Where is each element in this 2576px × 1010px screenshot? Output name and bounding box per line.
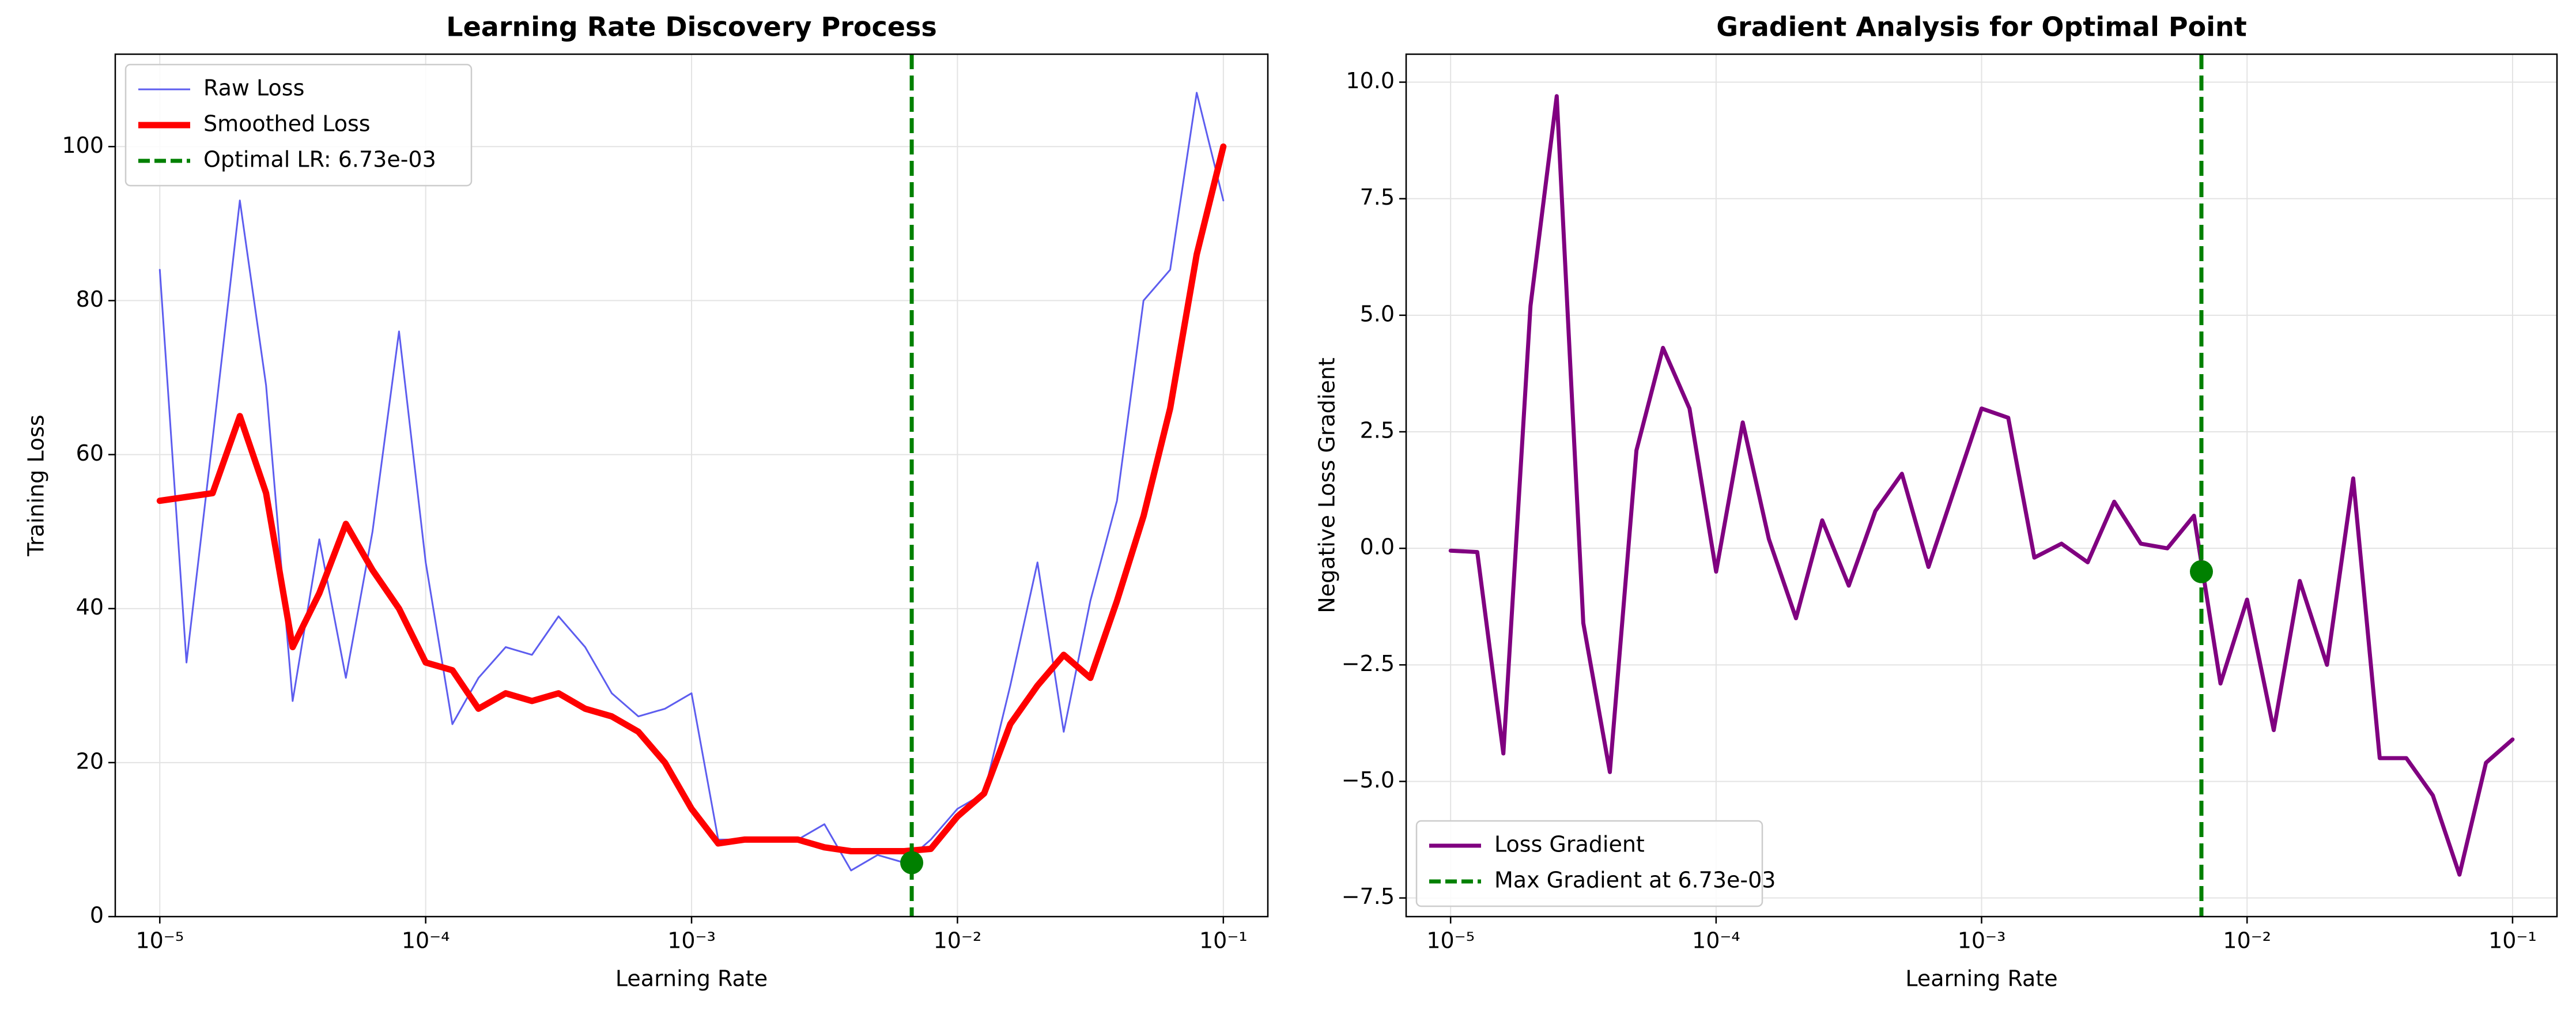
y-tick-label: −5.0: [1342, 767, 1395, 793]
x-tick-label: 10⁻³: [1958, 928, 2006, 954]
series-line: [156, 143, 1227, 854]
legend-label: Smoothed Loss: [203, 111, 371, 137]
x-tick-label: 10⁻⁴: [1692, 928, 1740, 954]
legend-label: Optimal LR: 6.73e-03: [203, 147, 436, 172]
optimal-point: [900, 851, 924, 875]
y-axis-label: Negative Loss Gradient: [1315, 357, 1340, 613]
y-tick-label: 0.0: [1360, 534, 1395, 560]
x-tick-label: 10⁻⁵: [1426, 928, 1475, 954]
x-axis-label: Learning Rate: [1905, 966, 2057, 992]
y-tick-label: 7.5: [1360, 184, 1395, 210]
series-line: [158, 92, 1225, 872]
y-tick-label: 5.0: [1360, 301, 1395, 326]
x-tick-label: 10⁻²: [2223, 928, 2271, 954]
chart-title: Learning Rate Discovery Process: [446, 12, 936, 43]
y-tick-label: 20: [76, 748, 104, 774]
y-tick-label: 0: [90, 903, 104, 928]
legend-box: [124, 63, 473, 187]
y-tick-label: −7.5: [1342, 884, 1395, 909]
y-tick-label: 100: [62, 133, 104, 158]
x-tick-label: 10⁻¹: [1199, 928, 1248, 954]
x-tick-label: 10⁻⁵: [135, 928, 184, 954]
y-tick-label: 2.5: [1360, 418, 1395, 443]
axes-frame: [114, 53, 1269, 918]
y-tick-label: 60: [76, 440, 104, 466]
x-tick-label: 10⁻³: [667, 928, 716, 954]
y-tick-label: 80: [76, 287, 104, 312]
legend-label: Max Gradient at 6.73e-03: [1494, 868, 1776, 893]
chart-title: Gradient Analysis for Optimal Point: [1716, 12, 2247, 43]
axes-frame: [1405, 53, 2558, 918]
legend-box: [1415, 820, 1763, 907]
y-tick-label: 10.0: [1346, 68, 1395, 93]
legend-label: Loss Gradient: [1494, 832, 1645, 857]
x-axis-label: Learning Rate: [615, 966, 768, 992]
x-tick-label: 10⁻⁴: [402, 928, 450, 954]
y-axis-label: Training Loss: [24, 414, 49, 556]
series-line: [1448, 94, 2515, 877]
optimal-point: [2189, 560, 2213, 583]
x-tick-label: 10⁻²: [934, 928, 982, 954]
y-tick-label: −2.5: [1342, 651, 1395, 676]
legend-label: Raw Loss: [203, 76, 304, 101]
x-tick-label: 10⁻¹: [2488, 928, 2537, 954]
y-tick-label: 40: [76, 594, 104, 620]
